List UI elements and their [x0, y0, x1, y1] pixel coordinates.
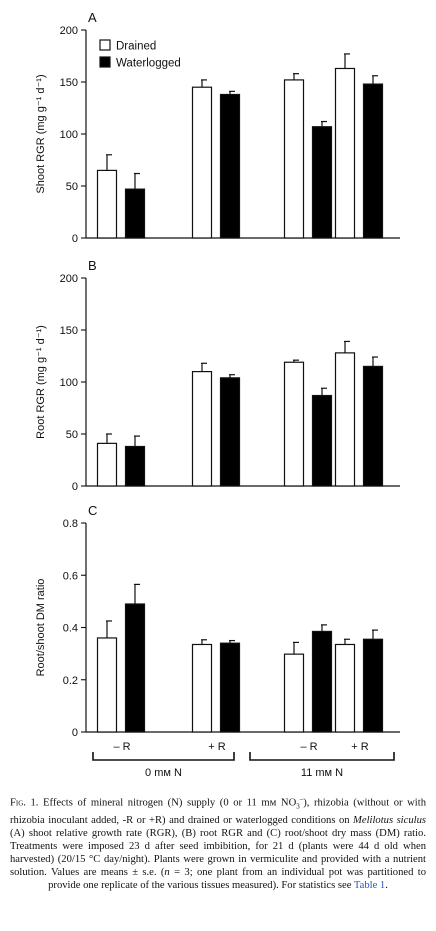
caption-superscript: – — [299, 795, 304, 803]
group-bracket — [92, 752, 235, 761]
y-tick-label: 150 — [60, 325, 78, 337]
y-tick-label: 0 — [72, 727, 78, 739]
bar-drained-1 — [96, 169, 118, 239]
caption-text-2: ), rhizobia (without or with rhizobia in… — [10, 797, 426, 826]
bar-drained-4 — [334, 67, 356, 239]
caption-end: . — [385, 880, 388, 892]
y-tick-label: 200 — [60, 25, 78, 37]
bar-drained-2 — [191, 643, 213, 733]
table-link[interactable]: Table 1 — [353, 880, 386, 892]
legend-label-drained: Drained — [116, 41, 156, 53]
bar-waterlogged-2 — [219, 377, 241, 487]
bar-waterlogged-3 — [311, 126, 333, 239]
bar-waterlogged-4 — [362, 83, 384, 239]
caption-species: Melilotus siculus — [353, 814, 426, 826]
y-tick-label: 100 — [60, 377, 78, 389]
y-tick-label: 0.8 — [63, 518, 78, 530]
y-tick-label: 0.6 — [63, 570, 78, 582]
bar-waterlogged-1 — [124, 188, 146, 239]
y-axis-title: Shoot RGR (mg g⁻¹ d⁻¹) — [35, 74, 47, 193]
y-tick-label: 0.2 — [63, 675, 78, 687]
x-category-label: + R — [351, 741, 368, 753]
x-category-label: – R — [300, 741, 317, 753]
legend-label-waterlogged: Waterlogged — [116, 58, 181, 70]
x-category-label: – R — [113, 741, 130, 753]
panel-b: B 0 50 100 150 200 Root RGR (mg g⁻¹ d⁻¹) — [35, 258, 400, 493]
caption-text-4: = 3; one plant from an individual pot wa… — [48, 867, 426, 892]
y-tick-label: 150 — [60, 77, 78, 89]
y-tick-label: 50 — [66, 429, 78, 441]
bar-drained-2 — [191, 371, 213, 487]
y-axis-title: Root/shoot DM ratio — [35, 579, 47, 677]
y-tick-label: 100 — [60, 129, 78, 141]
legend-swatch-drained — [99, 39, 111, 51]
bar-waterlogged-3 — [311, 394, 333, 487]
y-tick-label: 0 — [72, 233, 78, 245]
y-axis-title: Root RGR (mg g⁻¹ d⁻¹) — [35, 325, 47, 439]
bar-waterlogged-2 — [219, 642, 241, 733]
figure-caption: Fig. 1. Effects of mineral nitrogen (N) … — [10, 793, 426, 892]
bar-drained-3 — [283, 361, 305, 487]
group-label: 11 mᴍ N — [301, 767, 343, 779]
y-tick-label: 0 — [72, 481, 78, 493]
bar-drained-1 — [96, 442, 118, 487]
bar-drained-4 — [334, 643, 356, 733]
bar-drained-3 — [283, 653, 305, 733]
bar-waterlogged-1 — [124, 603, 146, 733]
bar-waterlogged-4 — [362, 638, 384, 733]
y-tick-label: 200 — [60, 273, 78, 285]
bar-drained-3 — [283, 79, 305, 239]
bar-drained-4 — [334, 352, 356, 487]
group-label: 0 mᴍ N — [145, 767, 182, 779]
y-tick-label: 50 — [66, 181, 78, 193]
bar-waterlogged-3 — [311, 630, 333, 733]
panel-label: B — [88, 258, 97, 273]
panel-label: A — [88, 10, 97, 25]
caption-text-1: Effects of mineral nitrogen (N) supply (… — [38, 797, 297, 809]
x-category-label: + R — [208, 741, 225, 753]
bar-waterlogged-4 — [362, 365, 384, 487]
figure: A 0 50 100 150 200 Shoot RGR (mg g⁻¹ d⁻¹) Drain… — [35, 10, 400, 779]
bar-drained-2 — [191, 86, 213, 239]
caption-subscript: 3 — [296, 802, 300, 811]
group-bracket — [249, 752, 395, 761]
bar-waterlogged-1 — [124, 445, 146, 487]
caption-text-3: (A) shoot relative growth rate (RGR), (B… — [10, 827, 426, 879]
y-tick-label: 0.4 — [63, 623, 78, 635]
panel-label: C — [88, 503, 97, 518]
panel-a: A 0 50 100 150 200 Shoot RGR (mg g⁻¹ d⁻¹) Drain… — [35, 10, 400, 245]
bar-waterlogged-2 — [219, 93, 241, 239]
caption-n: n — [164, 867, 170, 879]
panel-c: C 0 0.2 0.4 0.6 0.8 Root/shoot DM ratio – R + R –… — [35, 503, 400, 779]
bar-drained-1 — [96, 637, 118, 733]
legend-swatch-waterlogged — [99, 56, 111, 68]
caption-lead: Fig. 1. — [10, 797, 39, 809]
